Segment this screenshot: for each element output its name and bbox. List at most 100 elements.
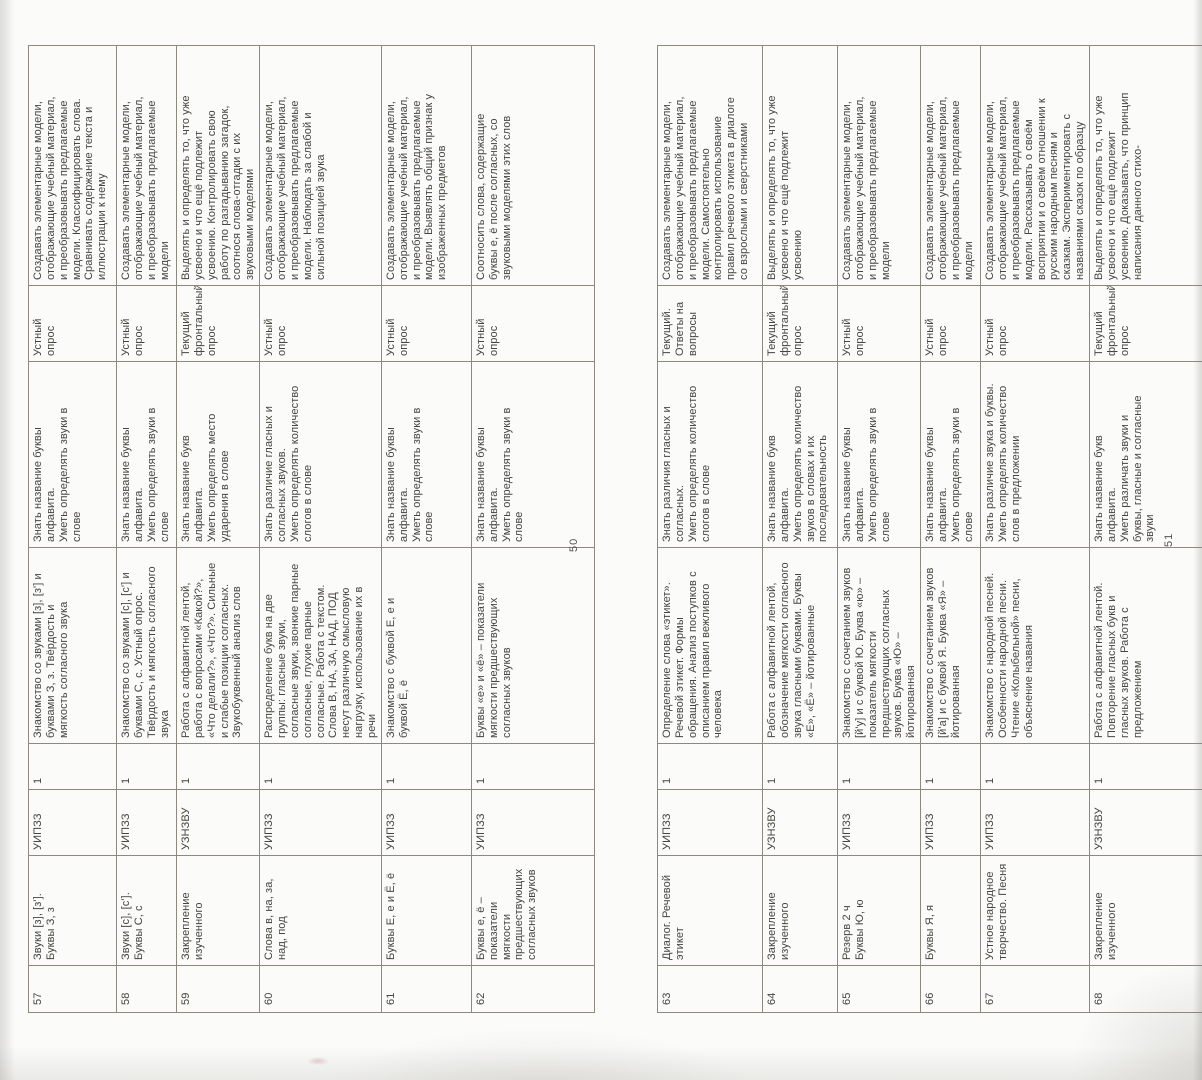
lesson-row: 63 Диалог. Речевой этикет УИПЗЗ 1 Определени… xyxy=(657,45,763,1013)
cell-num: 62 xyxy=(471,965,595,1013)
cell-uud: Создавать элементарные модели, отображаю… xyxy=(980,45,1090,286)
cell-control: Текущий фронтальный опрос xyxy=(762,285,838,362)
cell-tema: Устное народное творчество. Песня xyxy=(980,855,1090,966)
cell-content: Знакомство со звуками [з], [з'] и буквам… xyxy=(28,547,117,744)
page-number: 50 xyxy=(568,537,580,552)
lesson-row: 62 Буквы е, ё – показатели мягкости предш… xyxy=(471,45,595,1013)
rotated-sheet-50: 57 Звуки [з], [з']. Буквы З, з УИПЗЗ 1 Знако… xyxy=(28,45,595,1013)
cell-tip: УИПЗЗ xyxy=(116,789,177,856)
cell-hours: 1 xyxy=(176,743,260,790)
cell-uud: Выделять и определять то, что уже усвоен… xyxy=(176,45,260,286)
cell-tema: Буквы Е, е и Ё, ё xyxy=(381,855,472,966)
cell-tip: УИПЗЗ xyxy=(381,789,472,856)
cell-hours: 1 xyxy=(28,743,117,790)
cell-tema: Слова в, на, за, над, под xyxy=(259,855,382,966)
cell-know: Знать название букв алфавита. Уметь разл… xyxy=(1089,361,1202,548)
cell-tip: УИПЗЗ xyxy=(28,789,117,856)
page-51: 63 Диалог. Речевой этикет УИПЗЗ 1 Определени… xyxy=(657,45,1202,1013)
cell-num: 65 xyxy=(837,965,921,1013)
cell-tip: УЗНЗВУ xyxy=(176,789,260,856)
cell-num: 68 xyxy=(1089,965,1202,1013)
lesson-row: 66 Буквы Я, я УИПЗЗ 1 Знакомство с сочетание… xyxy=(920,45,981,1013)
cell-hours: 1 xyxy=(381,743,472,790)
cell-know: Знать название буквы алфавита. Уметь опр… xyxy=(837,361,921,548)
cell-content: Знакомство с сочетанием звуков [й'а] и с… xyxy=(920,547,981,744)
cell-uud: Создавать элементарные модели, отображаю… xyxy=(920,45,981,286)
cell-tip: УИПЗЗ xyxy=(980,789,1090,856)
cell-hours: 1 xyxy=(259,743,382,790)
cell-uud: Создавать элементарные модели, отображаю… xyxy=(657,45,763,286)
cell-tema: Закрепление изученного xyxy=(1089,855,1202,966)
lesson-row: 57 Звуки [з], [з']. Буквы З, з УИПЗЗ 1 Знако… xyxy=(28,45,117,1013)
lesson-plan-table-51: 63 Диалог. Речевой этикет УИПЗЗ 1 Определени… xyxy=(657,45,1202,1013)
cell-tema: Резерв 2 ч Буквы Ю, ю xyxy=(837,855,921,966)
cell-know: Знать различие гласных и согласных звуко… xyxy=(259,361,382,548)
cell-tema: Диалог. Речевой этикет xyxy=(657,855,763,966)
cell-know: Знать название букв алфавита. Уметь опре… xyxy=(762,361,838,548)
cell-tip: УИПЗЗ xyxy=(471,789,595,856)
cell-know: Знать название буквы алфавита. Уметь опр… xyxy=(471,361,595,548)
cell-control: Устный опрос xyxy=(837,285,921,362)
lesson-row: 64 Закрепление изученного УЗНЗВУ 1 Работа с … xyxy=(762,45,838,1013)
cell-content: Буквы «е» и «ё» – показатели мягкости пр… xyxy=(471,547,595,744)
cell-know: Знать название буквы алфавита. Уметь опр… xyxy=(116,361,177,548)
cell-know: Знать название буквы алфавита. Уметь опр… xyxy=(381,361,472,548)
cell-tip: УИПЗЗ xyxy=(657,789,763,856)
cell-tema: Буквы е, ё – показатели мягкости предшес… xyxy=(471,855,595,966)
lesson-row: 68 Закрепление изученного УЗНЗВУ 1 Работа с … xyxy=(1089,45,1202,1013)
cell-num: 66 xyxy=(920,965,981,1013)
cell-tema: Звуки [с], [с']. Буквы С, с xyxy=(116,855,177,966)
lesson-row: 65 Резерв 2 ч Буквы Ю, ю УИПЗЗ 1 Знакомство … xyxy=(837,45,921,1013)
cell-hours: 1 xyxy=(920,743,981,790)
cell-tema: Буквы Я, я xyxy=(920,855,981,966)
cell-num: 63 xyxy=(657,965,763,1013)
cell-content: Распределение букв на две группы: гласны… xyxy=(259,547,382,744)
cell-content: Знакомство со звуками [с], [с'] и буквам… xyxy=(116,547,177,744)
cell-content: Определение слова «этикет». Речевой этик… xyxy=(657,547,763,744)
cell-hours: 1 xyxy=(471,743,595,790)
cell-hours: 1 xyxy=(1089,743,1202,790)
cell-tip: УИПЗЗ xyxy=(837,789,921,856)
cell-content: Работа с алфавитной лентой, работа с воп… xyxy=(176,547,260,744)
lesson-row: 67 Устное народное творчество. Песня УИПЗЗ… xyxy=(980,45,1090,1013)
cell-num: 60 xyxy=(259,965,382,1013)
cell-uud: Выделять и определять то, что уже усвоен… xyxy=(1089,45,1202,286)
lesson-table-body: 63 Диалог. Речевой этикет УИПЗЗ 1 Определени… xyxy=(657,45,1202,1013)
cell-know: Знать название буквы алфавита. Уметь опр… xyxy=(920,361,981,548)
cell-content: Работа с алфавитной лентой. Повторение г… xyxy=(1089,547,1202,744)
cell-num: 61 xyxy=(381,965,472,1013)
cell-tip: УЗНЗВУ xyxy=(762,789,838,856)
cell-know: Знать различия гласных и согласных. Умет… xyxy=(657,361,763,548)
cell-num: 58 xyxy=(116,965,177,1013)
cell-tip: УЗНЗВУ xyxy=(1089,789,1202,856)
lesson-plan-table-50: 57 Звуки [з], [з']. Буквы З, з УИПЗЗ 1 Знако… xyxy=(28,45,595,1013)
cell-tip: УИПЗЗ xyxy=(920,789,981,856)
cell-uud: Создавать элементарные модели, отображаю… xyxy=(259,45,382,286)
cell-know: Знать название букв алфавита. Уметь опре… xyxy=(176,361,260,548)
cell-control: Устный опрос xyxy=(471,285,595,362)
cell-hours: 1 xyxy=(980,743,1090,790)
cell-control: Устный опрос xyxy=(920,285,981,362)
lesson-row: 61 Буквы Е, е и Ё, ё УИПЗЗ 1 Знакомство с бу… xyxy=(381,45,472,1013)
cell-uud: Создавать элементарные модели, отображаю… xyxy=(28,45,117,286)
cell-control: Текущий фронтальный опрос xyxy=(176,285,260,362)
cell-control: Текущий. Ответы на вопросы xyxy=(657,285,763,362)
cell-content: Знакомство с буквой Е, е и буквой Ё, ё xyxy=(381,547,472,744)
cell-uud: Создавать элементарные модели, отображаю… xyxy=(116,45,177,286)
cell-uud: Создавать элементарные модели, отображаю… xyxy=(381,45,472,286)
page-50: 57 Звуки [з], [з']. Буквы З, з УИПЗЗ 1 Знако… xyxy=(28,45,595,1013)
cell-control: Устный опрос xyxy=(116,285,177,362)
cell-hours: 1 xyxy=(657,743,763,790)
cell-uud: Выделять и определять то, что уже усвоен… xyxy=(762,45,838,286)
cell-hours: 1 xyxy=(116,743,177,790)
cell-control: Устный опрос xyxy=(28,285,117,362)
cell-content: Работа с алфавитной лентой, обозначение … xyxy=(762,547,838,744)
lesson-table-body: 57 Звуки [з], [з']. Буквы З, з УИПЗЗ 1 Знако… xyxy=(28,45,595,1013)
cell-hours: 1 xyxy=(837,743,921,790)
page-number: 51 xyxy=(1163,532,1175,547)
lesson-row: 59 Закрепление изученного УЗНЗВУ 1 Работа с … xyxy=(176,45,260,1013)
cell-num: 67 xyxy=(980,965,1090,1013)
rotated-sheet-51: 63 Диалог. Речевой этикет УИПЗЗ 1 Определени… xyxy=(657,45,1202,1013)
cell-uud: Создавать элементарные модели, отображаю… xyxy=(837,45,921,286)
cell-know: Знать различие звука и буквы. Уметь опре… xyxy=(980,361,1090,548)
